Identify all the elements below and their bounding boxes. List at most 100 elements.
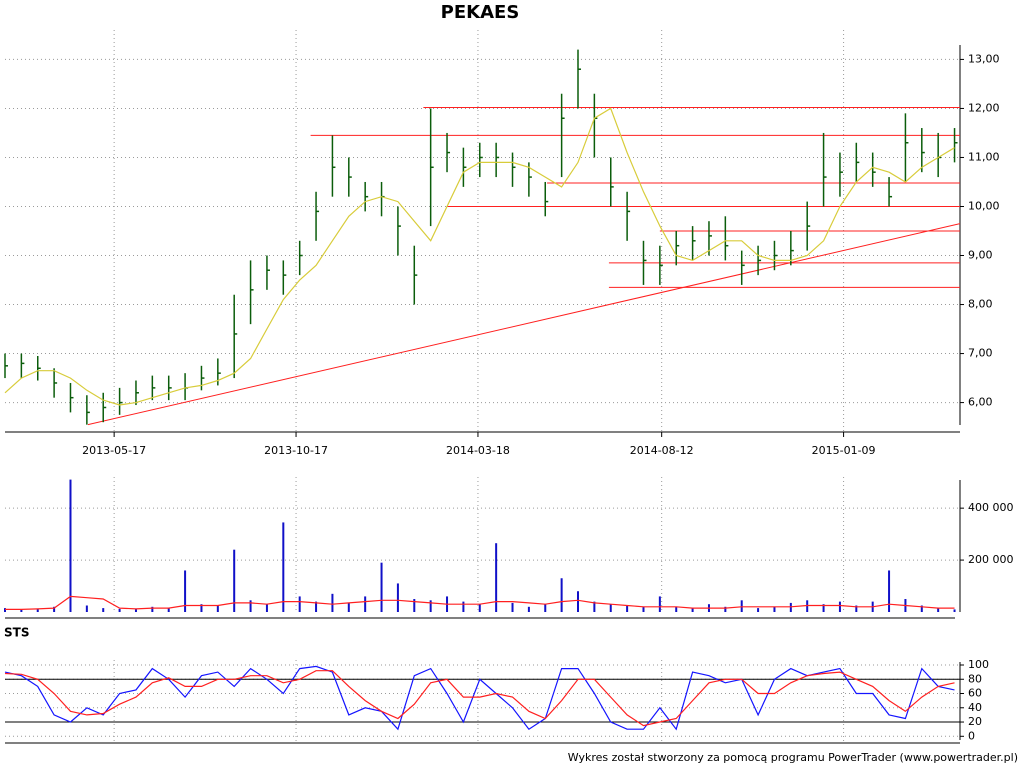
oscillator-line — [4, 665, 955, 731]
price-bar — [69, 382, 74, 413]
volume-bar — [364, 596, 367, 612]
volume-bar — [429, 600, 432, 612]
price-bar — [102, 392, 107, 423]
price-bar — [511, 152, 516, 187]
volume-bar — [4, 608, 6, 612]
volume-bar — [838, 601, 841, 612]
price-bar — [282, 260, 287, 295]
moving-average — [4, 107, 955, 406]
price-bar — [266, 255, 270, 290]
volume-bar — [347, 602, 350, 612]
price-bar — [888, 177, 893, 207]
y-tick-label: 60 — [968, 687, 982, 700]
volume-bar — [675, 606, 678, 612]
volume-bar — [495, 543, 498, 612]
price-bar — [413, 245, 418, 305]
volume-bar — [118, 608, 121, 612]
price-bar — [855, 142, 860, 182]
price-bar — [495, 142, 500, 178]
y-tick-label: 100 — [968, 658, 989, 671]
price-bar — [593, 93, 598, 158]
price-bar — [184, 373, 189, 401]
y-tick-label: 80 — [968, 672, 982, 685]
price-bar — [479, 142, 483, 178]
volume-bar — [806, 600, 809, 612]
price-bar — [4, 353, 8, 379]
price-bar — [822, 132, 827, 207]
price-bar — [429, 108, 434, 227]
x-tick-label: 2015-01-09 — [812, 444, 876, 457]
y-tick-label: 12,00 — [968, 101, 1000, 114]
volume-average — [5, 595, 955, 610]
volume-bar — [953, 609, 956, 612]
volume-bar — [298, 596, 301, 612]
oscillator-line — [4, 670, 955, 727]
price-bar — [871, 152, 876, 187]
volume-bar — [53, 606, 56, 612]
volume-bar — [462, 601, 465, 612]
volume-bar — [85, 605, 88, 612]
price-bar — [233, 294, 238, 379]
y-tick-label: 13,00 — [968, 52, 1000, 65]
price-bar — [151, 375, 156, 401]
volume-bar — [396, 583, 399, 612]
volume-bar — [20, 609, 23, 612]
price-bar — [724, 216, 729, 261]
volume-bar — [577, 591, 579, 612]
price-bar — [364, 181, 369, 212]
volume-bar — [920, 605, 923, 612]
price-bar — [937, 132, 942, 178]
volume-bar — [102, 608, 105, 612]
volume-bar — [527, 606, 530, 612]
volume-bar — [658, 596, 661, 612]
y-tick-label: 400 000 — [968, 501, 1014, 514]
volume-bar — [855, 605, 858, 612]
volume-bar — [822, 604, 825, 612]
volume-bar — [560, 578, 563, 612]
volume-bar — [151, 606, 154, 612]
volume-bar — [167, 608, 170, 612]
price-bar — [921, 128, 925, 173]
footer: Wykres został stworzony za pomocą progra… — [568, 751, 1018, 764]
y-tick-label: 20 — [968, 715, 982, 728]
price-bar — [839, 152, 843, 197]
x-tick-label: 2014-08-12 — [630, 444, 694, 457]
price-bar — [118, 387, 123, 415]
volume-bar — [216, 605, 219, 612]
volume-bar — [249, 600, 252, 612]
volume-bar — [593, 601, 596, 612]
volume-bar — [544, 604, 547, 612]
x-tick-label: 2013-10-17 — [264, 444, 328, 457]
price-bar — [953, 128, 958, 163]
y-tick-label: 11,00 — [968, 150, 1000, 163]
volume-bar — [331, 593, 334, 612]
price-bar — [167, 375, 172, 401]
chart-title: PEKAES — [441, 2, 520, 23]
price-bar — [397, 206, 401, 256]
price-bar — [773, 240, 778, 271]
price-bar — [348, 157, 352, 197]
volume-bar — [691, 608, 694, 612]
price-bar — [298, 240, 303, 276]
price-bar — [806, 201, 811, 251]
volume-bar — [265, 604, 268, 612]
x-tick-label: 2014-03-18 — [446, 444, 510, 457]
y-tick-label: 8,00 — [968, 298, 993, 311]
price-bar — [20, 353, 25, 379]
price-bar — [691, 226, 696, 261]
price-bar — [380, 181, 385, 217]
volume-bar — [757, 608, 760, 612]
volume-bar — [36, 608, 39, 612]
y-tick-label: 7,00 — [968, 347, 993, 360]
y-tick-label: 0 — [968, 729, 975, 742]
price-bar — [315, 191, 320, 241]
volume-bar — [69, 479, 72, 612]
volume-bar — [315, 601, 318, 612]
price-bar — [675, 231, 680, 266]
price-bar — [135, 380, 139, 406]
panel-title: STS — [4, 626, 29, 640]
price-bar — [462, 147, 467, 187]
price-bar — [446, 132, 451, 173]
